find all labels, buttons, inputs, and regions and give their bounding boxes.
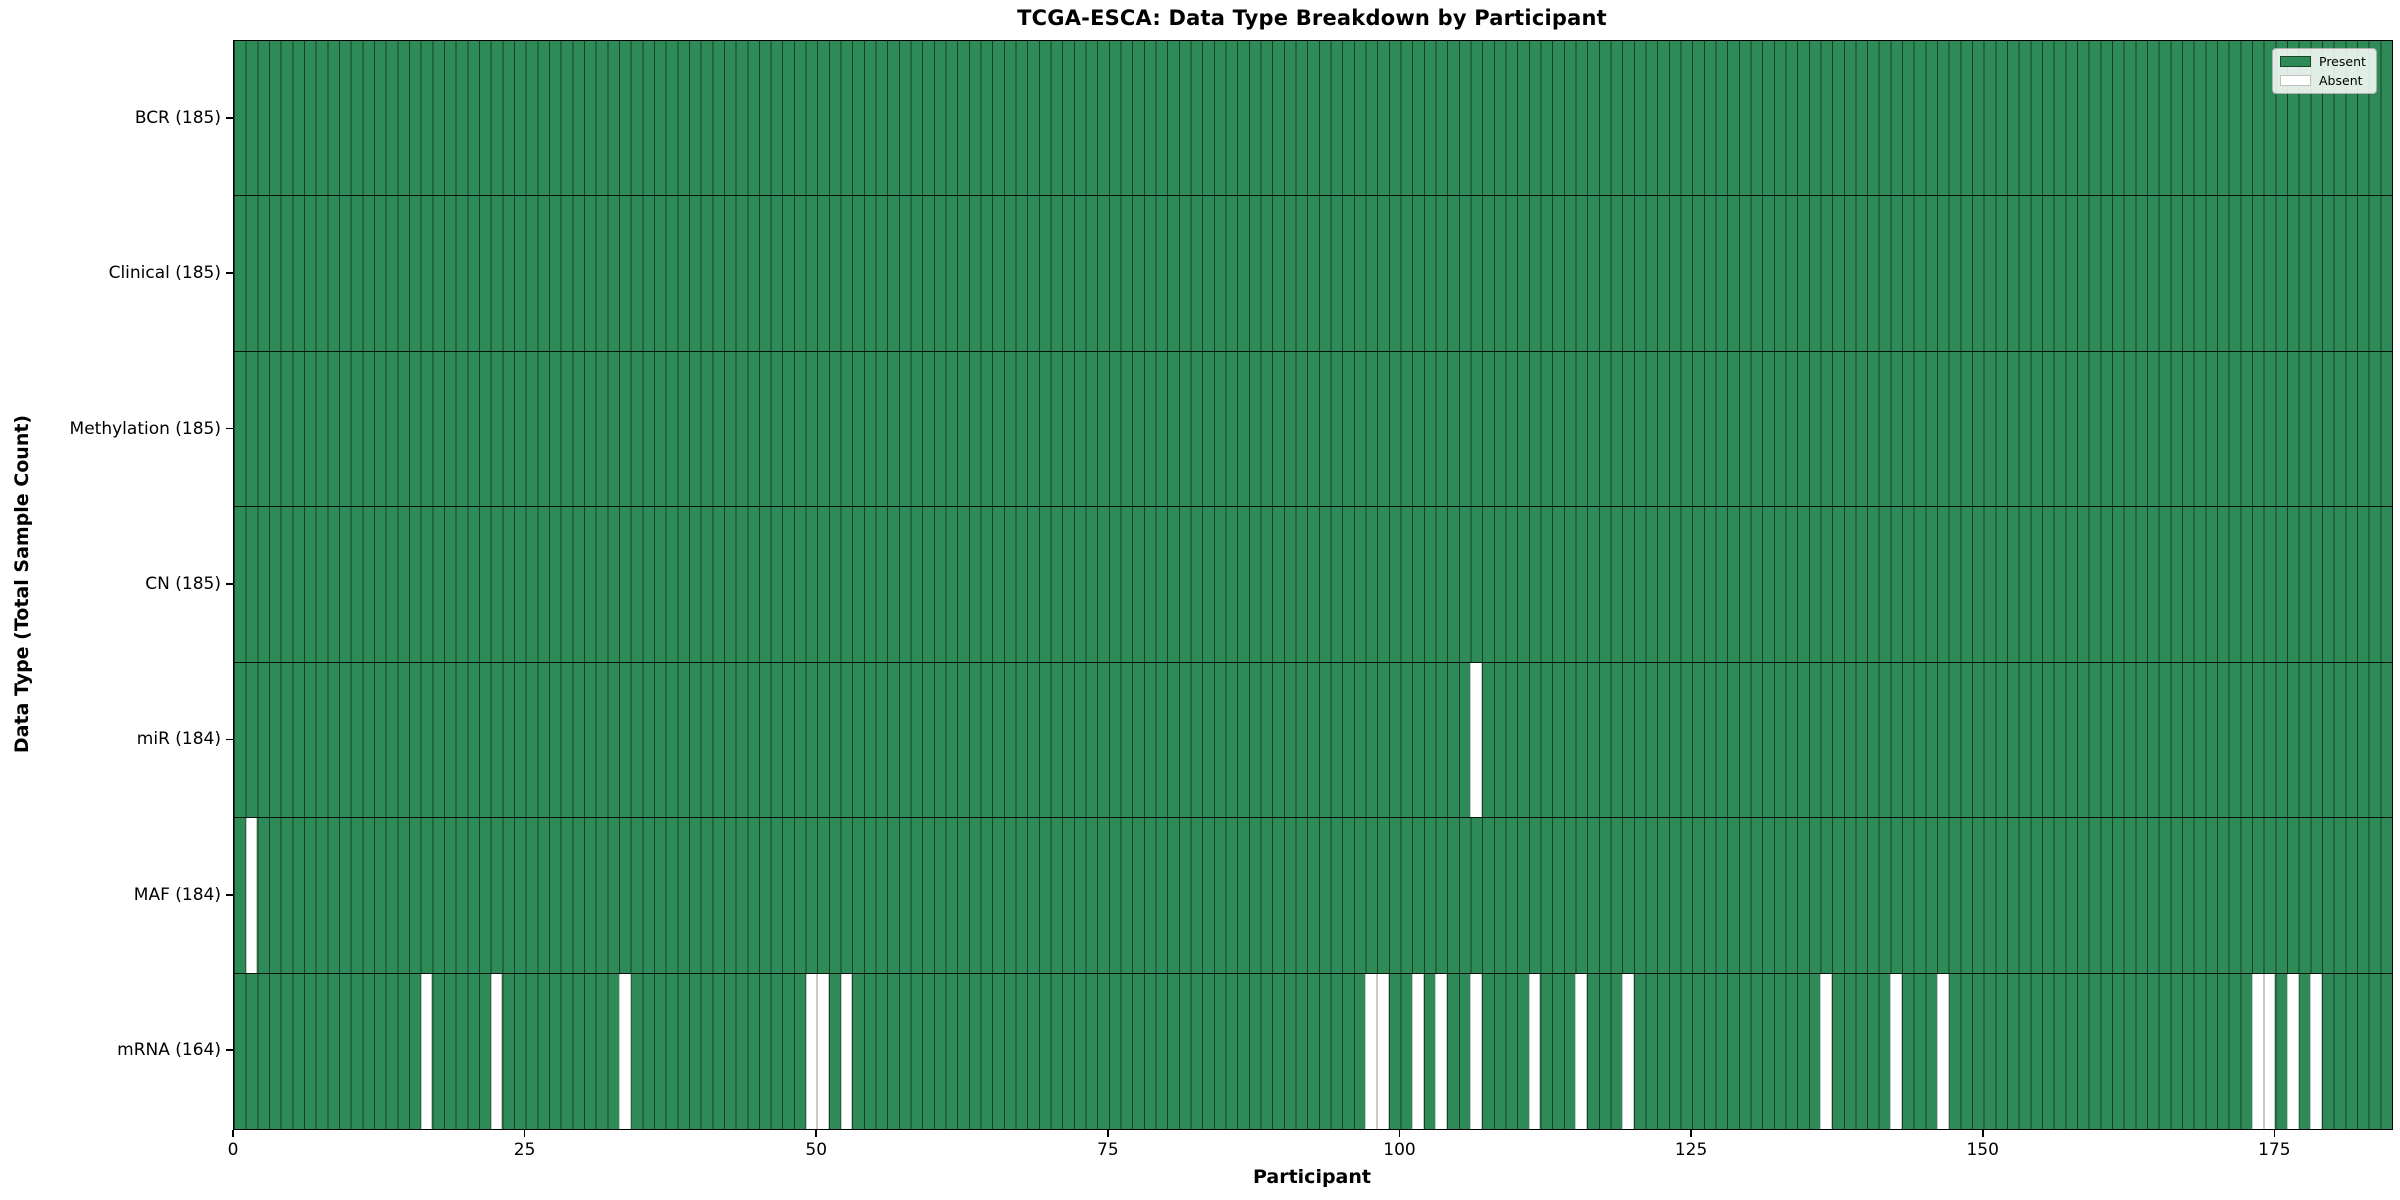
legend-label: Present — [2319, 54, 2366, 69]
ytick-label: CN (185) — [145, 574, 221, 594]
ytick-label: MAF (184) — [133, 884, 221, 905]
ytick-label: miR (184) — [136, 729, 221, 750]
absent-stripe — [2287, 973, 2299, 1129]
xtick-mark — [1398, 1129, 1401, 1137]
ytick-mark — [226, 738, 233, 741]
x-axis-label: Participant — [1252, 1166, 1371, 1188]
xtick-mark — [523, 1129, 526, 1137]
legend-entry-present: Present — [2280, 54, 2369, 69]
xtick-mark — [1107, 1129, 1109, 1137]
xtick-label: 125 — [1674, 1140, 1708, 1160]
xtick-mark — [1690, 1129, 1692, 1137]
absent-stripe — [245, 818, 258, 973]
xtick-mark — [1981, 1129, 1984, 1137]
absent-stripe — [1365, 973, 1378, 1129]
legend-swatch-present — [2280, 56, 2311, 67]
ytick-mark — [226, 427, 233, 430]
heatmap-row-bcr — [234, 41, 2392, 197]
absent-stripe — [2310, 973, 2322, 1129]
heatmap-row-methylation — [234, 351, 2392, 508]
absent-stripe — [805, 973, 818, 1129]
absent-stripe — [1575, 973, 1588, 1129]
xtick-label: 100 — [1383, 1140, 1416, 1160]
absent-stripe — [1435, 973, 1448, 1129]
absent-stripe — [420, 973, 433, 1129]
xtick-mark — [815, 1129, 818, 1137]
chart-title: TCGA-ESCA: Data Type Breakdown by Partic… — [1017, 6, 1607, 30]
ytick-mark — [226, 272, 233, 274]
absent-stripe — [490, 973, 503, 1129]
heatmap-row-mir — [234, 662, 2392, 819]
heatmap-row-maf — [234, 818, 2392, 974]
legend: Present Absent — [2272, 48, 2377, 94]
ytick-mark — [226, 894, 233, 896]
absent-stripe — [618, 973, 631, 1129]
absent-stripe — [2263, 973, 2276, 1129]
xtick-label: 50 — [805, 1140, 828, 1160]
xtick-mark — [2273, 1129, 2276, 1137]
legend-entry-absent: Absent — [2280, 73, 2369, 88]
ytick-mark — [226, 583, 233, 585]
heatmap-row-clinical — [234, 196, 2392, 352]
ytick-mark — [226, 1049, 233, 1052]
absent-stripe — [1377, 973, 1389, 1129]
heatmap-row-mrna — [234, 973, 2392, 1129]
heatmap-row-cn — [234, 507, 2392, 663]
absent-stripe — [1820, 973, 1833, 1129]
y-axis-label: Data Type (Total Sample Count) — [11, 414, 33, 754]
absent-stripe — [1470, 662, 1483, 818]
absent-stripe — [840, 973, 853, 1129]
ytick-mark — [226, 116, 233, 119]
ytick-label: Clinical (185) — [108, 263, 221, 284]
absent-stripe — [1937, 973, 1949, 1129]
ytick-label: Methylation (185) — [69, 418, 221, 439]
absent-stripe — [2252, 973, 2264, 1129]
xtick-label: 0 — [227, 1140, 239, 1160]
absent-stripe — [817, 973, 829, 1129]
xtick-label: 25 — [513, 1140, 536, 1160]
xtick-label: 150 — [1966, 1140, 1999, 1160]
xtick-mark — [232, 1129, 234, 1137]
legend-label: Absent — [2319, 73, 2363, 88]
absent-stripe — [1890, 973, 1903, 1129]
absent-stripe — [1412, 973, 1424, 1129]
absent-stripe — [1622, 973, 1634, 1129]
plot-area — [233, 40, 2393, 1130]
absent-stripe — [1470, 973, 1483, 1129]
absent-stripe — [1528, 973, 1541, 1129]
xtick-label: 75 — [1097, 1140, 1119, 1160]
ytick-label: BCR (185) — [134, 107, 221, 128]
ytick-label: mRNA (164) — [117, 1040, 221, 1061]
xtick-label: 175 — [2258, 1140, 2291, 1160]
legend-swatch-absent — [2280, 75, 2311, 86]
